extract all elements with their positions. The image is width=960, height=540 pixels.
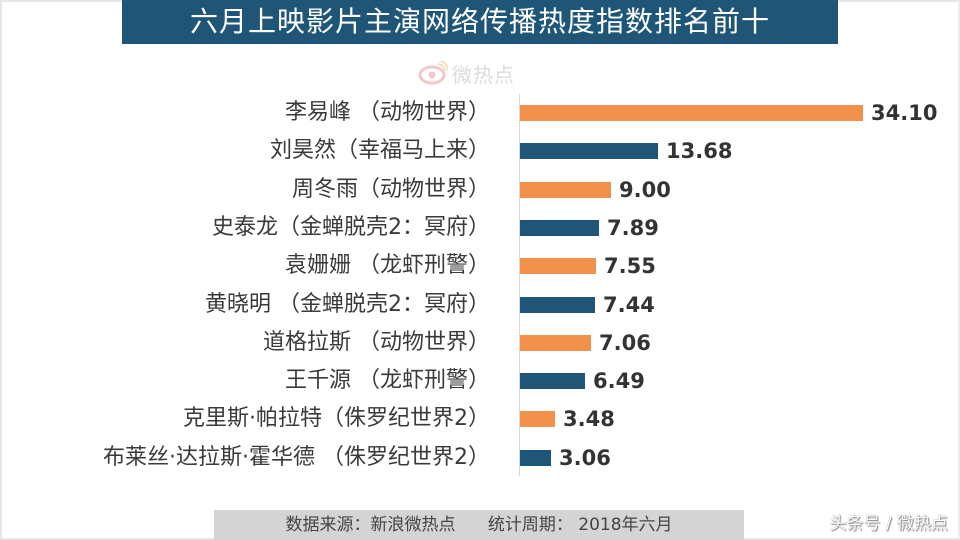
bar-row: 周冬雨（动物世界） 9.00 <box>0 171 960 209</box>
bar <box>520 143 658 160</box>
bar <box>520 105 863 121</box>
category-label: 袁姗姗 （龙虾刑警） <box>285 253 490 279</box>
bar-row: 王千源 （龙虾刑警） 6.49 <box>0 362 960 400</box>
bar <box>520 219 599 236</box>
bar <box>520 373 585 390</box>
bar-row: 黄晓明 （金蝉脱壳2：冥府） 7.44 <box>0 286 960 324</box>
category-label: 克里斯·帕拉特（侏罗纪世界2） <box>183 406 490 432</box>
bar <box>520 334 591 351</box>
value-label: 7.06 <box>599 330 651 355</box>
chart-title: 六月上映影片主演网络传播热度指数排名前十 <box>122 0 838 44</box>
y-axis-line <box>519 94 520 476</box>
value-label: 7.89 <box>607 215 659 240</box>
bar-row: 袁姗姗 （龙虾刑警） 7.55 <box>0 247 960 285</box>
credit-watermark: 头条号 / 微热点 <box>829 514 948 534</box>
category-label: 周冬雨（动物世界） <box>291 176 490 202</box>
category-label: 道格拉斯 （动物世界） <box>263 329 490 355</box>
category-label: 李易峰 （动物世界） <box>285 100 490 125</box>
category-label: 黄晓明 （金蝉脱壳2：冥府） <box>205 291 490 317</box>
bar <box>520 258 596 275</box>
bar <box>520 411 555 428</box>
bar-row: 李易峰 （动物世界） 34.10 <box>0 94 960 132</box>
value-label: 3.48 <box>563 407 615 432</box>
category-label: 王千源 （龙虾刑警） <box>285 368 490 394</box>
category-label: 史泰龙（金蝉脱壳2：冥府） <box>212 214 490 240</box>
bar <box>520 449 551 466</box>
bar <box>520 296 595 313</box>
data-source-footer: 数据来源：新浪微热点 统计周期： 2018年六月 <box>214 510 744 540</box>
value-label: 34.10 <box>871 101 938 125</box>
weibo-eye-logo-icon <box>418 60 449 85</box>
value-label: 3.06 <box>559 445 611 470</box>
bar-row: 布莱丝·达拉斯·霍华德 （侏罗纪世界2） 3.06 <box>0 439 960 477</box>
watermark: 微热点 <box>418 58 515 88</box>
category-label: 布莱丝·达拉斯·霍华德 （侏罗纪世界2） <box>103 444 490 470</box>
category-label: 刘昊然（幸福马上来） <box>269 138 490 164</box>
bar-row: 史泰龙（金蝉脱壳2：冥府） 7.89 <box>0 209 960 247</box>
value-label: 7.44 <box>603 292 655 317</box>
watermark-text: 微热点 <box>452 62 515 87</box>
bar-row: 克里斯·帕拉特（侏罗纪世界2） 3.48 <box>0 400 960 438</box>
value-label: 13.68 <box>666 139 733 164</box>
value-label: 6.49 <box>593 369 645 394</box>
bar-row: 刘昊然（幸福马上来） 13.68 <box>0 132 960 170</box>
value-label: 9.00 <box>619 177 671 202</box>
value-label: 7.55 <box>604 254 656 279</box>
bar <box>520 181 611 198</box>
bar-row: 道格拉斯 （动物世界） 7.06 <box>0 324 960 362</box>
